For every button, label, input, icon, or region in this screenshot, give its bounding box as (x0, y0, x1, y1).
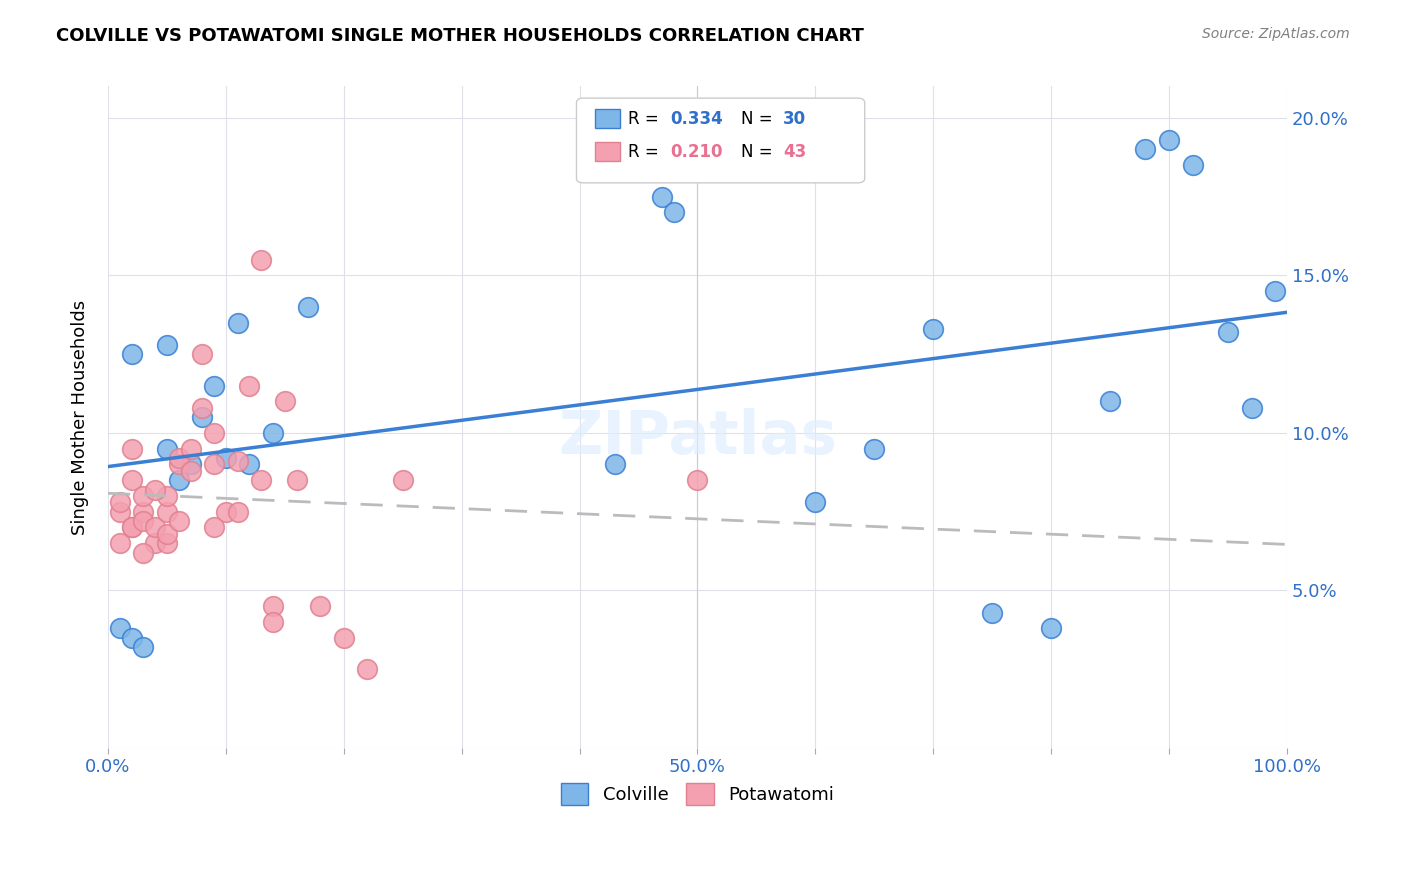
Point (121, 520, 143, 534)
Point (226, 316, 249, 330)
Point (297, 300, 319, 314)
Point (202, 520, 225, 534)
Point (250, 473, 273, 487)
Text: ZIPatlas: ZIPatlas (558, 408, 837, 467)
Point (202, 425, 225, 440)
Text: R =: R = (628, 110, 665, 128)
Point (202, 458, 225, 472)
Point (250, 252, 273, 267)
Text: N =: N = (741, 110, 778, 128)
Point (156, 536, 179, 550)
Point (274, 394, 297, 409)
Point (143, 520, 166, 534)
Point (132, 546, 155, 560)
Point (1240, 401, 1263, 415)
Text: 30: 30 (783, 110, 806, 128)
Point (191, 410, 214, 425)
Point (262, 599, 284, 614)
Point (167, 514, 190, 528)
Point (1099, 394, 1122, 409)
Point (1040, 621, 1063, 635)
Point (226, 505, 249, 519)
Point (180, 464, 202, 478)
Point (1181, 158, 1204, 172)
Point (309, 599, 332, 614)
Point (156, 505, 179, 519)
Point (238, 378, 260, 392)
Point (1264, 284, 1286, 298)
Point (143, 536, 166, 550)
Point (132, 505, 155, 519)
Point (238, 458, 260, 472)
Point (121, 347, 143, 361)
Text: COLVILLE VS POTAWATOMI SINGLE MOTHER HOUSEHOLDS CORRELATION CHART: COLVILLE VS POTAWATOMI SINGLE MOTHER HOU… (56, 27, 865, 45)
Point (180, 442, 202, 456)
Point (108, 621, 131, 635)
Point (132, 640, 155, 655)
Point (1157, 133, 1180, 147)
Point (215, 505, 238, 519)
Point (863, 442, 886, 456)
Point (156, 337, 179, 351)
Point (156, 489, 179, 503)
Point (262, 425, 284, 440)
Point (180, 458, 202, 472)
Point (121, 520, 143, 534)
Point (1216, 325, 1239, 339)
Point (121, 473, 143, 487)
Point (132, 514, 155, 528)
Text: 0.210: 0.210 (671, 143, 723, 161)
Text: Source: ZipAtlas.com: Source: ZipAtlas.com (1202, 27, 1350, 41)
Point (981, 606, 1004, 620)
Point (804, 495, 827, 509)
Legend: Colville, Potawatomi: Colville, Potawatomi (554, 775, 841, 812)
Text: N =: N = (741, 143, 778, 161)
Text: 0.334: 0.334 (671, 110, 724, 128)
Point (603, 458, 626, 472)
Point (262, 615, 284, 629)
Point (226, 454, 249, 468)
Point (662, 205, 685, 219)
Point (108, 536, 131, 550)
Point (121, 631, 143, 645)
Point (686, 473, 709, 487)
Point (391, 473, 413, 487)
Point (922, 322, 945, 336)
Text: 43: 43 (783, 143, 807, 161)
Text: R =: R = (628, 143, 665, 161)
Point (121, 442, 143, 456)
Point (1135, 142, 1157, 156)
Y-axis label: Single Mother Households: Single Mother Households (72, 300, 89, 535)
Point (156, 526, 179, 541)
Point (202, 378, 225, 392)
Point (285, 473, 308, 487)
Point (156, 442, 179, 456)
Point (215, 451, 238, 466)
Point (108, 505, 131, 519)
Point (651, 189, 673, 203)
Point (191, 347, 214, 361)
Point (167, 451, 190, 466)
Point (108, 495, 131, 509)
Point (167, 473, 190, 487)
Point (143, 483, 166, 497)
Point (356, 662, 378, 676)
Point (333, 631, 356, 645)
Point (132, 489, 155, 503)
Point (191, 401, 214, 415)
Point (167, 458, 190, 472)
